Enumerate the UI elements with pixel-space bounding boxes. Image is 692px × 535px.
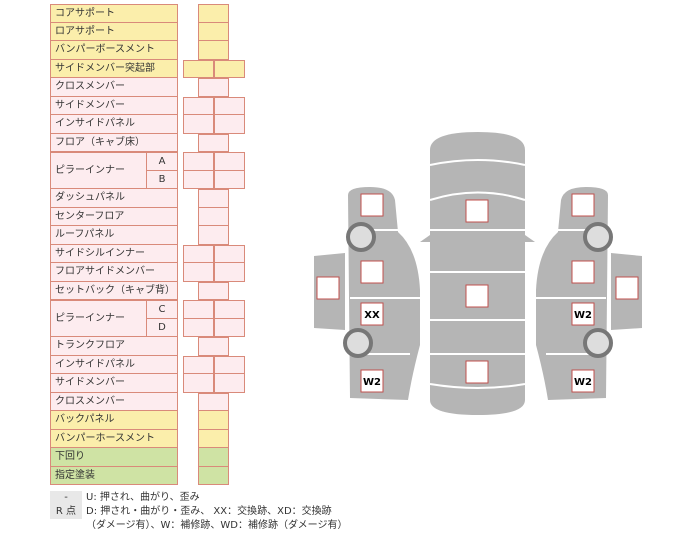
row-label: ルーフパネル (50, 226, 178, 245)
rating-cell[interactable] (214, 355, 245, 374)
row-label: ロアサポート (50, 22, 178, 41)
row-label: サイドメンバー突起部 (50, 59, 178, 78)
row-label: バックパネル (50, 411, 178, 430)
rating-cell[interactable] (198, 4, 229, 23)
rating-cell[interactable] (183, 263, 214, 282)
row-label: サイドシルインナー (50, 244, 178, 263)
mark-box-left-outer[interactable] (316, 276, 340, 300)
legend-key-u: - (50, 491, 82, 505)
rating-cell[interactable] (198, 337, 229, 356)
rating-cell[interactable] (214, 300, 245, 319)
row-sub-label: B (146, 170, 178, 189)
wheel-icon (346, 222, 376, 252)
car-roof-arrow-left (420, 235, 430, 242)
mark-box-left-front[interactable] (360, 193, 384, 217)
rating-cell[interactable] (183, 318, 214, 337)
row-label: インサイドパネル (50, 115, 178, 134)
mark-text: W2 (574, 310, 592, 321)
rating-cell[interactable] (214, 59, 245, 78)
mark-box-right-front[interactable] (571, 193, 595, 217)
rating-cell[interactable] (183, 374, 214, 393)
row-label: サイドメンバー (50, 374, 178, 393)
legend-r: R 点 D: 押され・曲がり・歪み、 XX：交換跡、XD：交換跡 （ダメージ有）、… (50, 505, 347, 533)
rating-cell[interactable] (183, 355, 214, 374)
row-label: サイドメンバー (50, 96, 178, 115)
car-left-side (348, 187, 420, 400)
rating-cell[interactable] (183, 96, 214, 115)
legend-text-r1: D: 押され・曲がり・歪み、 XX：交換跡、XD：交換跡 (86, 506, 332, 517)
row-label: バンパーボースメント (50, 41, 178, 60)
rating-cell[interactable] (183, 170, 214, 189)
rating-cell[interactable] (214, 374, 245, 393)
row-label: ダッシュパネル (50, 189, 178, 208)
row-label: センターフロア (50, 207, 178, 226)
legend-text-r2: （ダメージ有）、W：補修跡、WD：補修跡（ダメージ有） (86, 520, 348, 531)
mark-box-right-door[interactable] (571, 302, 595, 326)
car-body-center (430, 132, 525, 415)
rating-cell[interactable] (214, 263, 245, 282)
rating-cell[interactable] (198, 429, 229, 448)
rating-cell[interactable] (214, 96, 245, 115)
wheel-icon (583, 222, 613, 252)
rating-cell[interactable] (183, 300, 214, 319)
rating-cell[interactable] (198, 466, 229, 485)
rating-cell[interactable] (214, 170, 245, 189)
row-label: クロスメンバー (50, 78, 178, 97)
row-label: フロア（キャブ床） (50, 133, 178, 152)
rating-cell[interactable] (198, 226, 229, 245)
mark-box-left-rear[interactable] (360, 369, 384, 393)
car-roof-arrow-right (525, 235, 535, 242)
mark-box-right-outer[interactable] (615, 276, 639, 300)
row-label: 下回り (50, 448, 178, 467)
wheel-icon (583, 328, 613, 358)
rating-cell[interactable] (183, 59, 214, 78)
rating-cell[interactable] (198, 22, 229, 41)
mark-box-center-front[interactable] (465, 199, 489, 223)
row-label: バンパーホースメント (50, 429, 178, 448)
legend-u: - U: 押され、曲がり、歪み (50, 491, 200, 505)
mark-box-right-mid[interactable] (571, 260, 595, 284)
rating-cell[interactable] (214, 318, 245, 337)
row-label: クロスメンバー (50, 392, 178, 411)
rating-cell[interactable] (198, 78, 229, 97)
row-label: コアサポート (50, 4, 178, 23)
rating-cell[interactable] (198, 281, 229, 300)
row-label: 指定塗装 (50, 466, 178, 485)
rating-cell[interactable] (198, 189, 229, 208)
wheels (343, 222, 613, 358)
rating-cell[interactable] (183, 115, 214, 134)
car-right-side (536, 187, 608, 400)
rating-cell[interactable] (214, 152, 245, 171)
row-label: セットバック（キャブ背） (50, 281, 178, 300)
mark-text: XX (364, 310, 380, 321)
rating-cell[interactable] (198, 392, 229, 411)
mark-box-center-mid[interactable] (465, 284, 489, 308)
row-sub-label: A (146, 152, 178, 171)
legend-key-r: R 点 (50, 505, 82, 519)
mark-text: W2 (363, 377, 381, 388)
rating-cell[interactable] (198, 41, 229, 60)
row-sub-label: D (146, 318, 178, 337)
rating-cell[interactable] (198, 411, 229, 430)
mark-box-center-rear[interactable] (465, 360, 489, 384)
rating-cell[interactable] (198, 448, 229, 467)
rating-cell[interactable] (183, 244, 214, 263)
rating-cell[interactable] (198, 207, 229, 226)
mark-box-right-rear[interactable] (571, 369, 595, 393)
wheel-icon (343, 328, 373, 358)
mark-text: W2 (574, 377, 592, 388)
rating-cell[interactable] (198, 133, 229, 152)
rating-cell[interactable] (214, 244, 245, 263)
mark-box-left-mid[interactable] (360, 260, 384, 284)
rating-cell[interactable] (214, 115, 245, 134)
rating-cell[interactable] (183, 152, 214, 171)
mark-box-left-door[interactable] (360, 302, 384, 326)
row-label: フロアサイドメンバー (50, 263, 178, 282)
legend-text-u: U: 押され、曲がり、歪み (86, 492, 200, 503)
row-label: トランクフロア (50, 337, 178, 356)
row-sub-label: C (146, 300, 178, 319)
row-label: インサイドパネル (50, 355, 178, 374)
